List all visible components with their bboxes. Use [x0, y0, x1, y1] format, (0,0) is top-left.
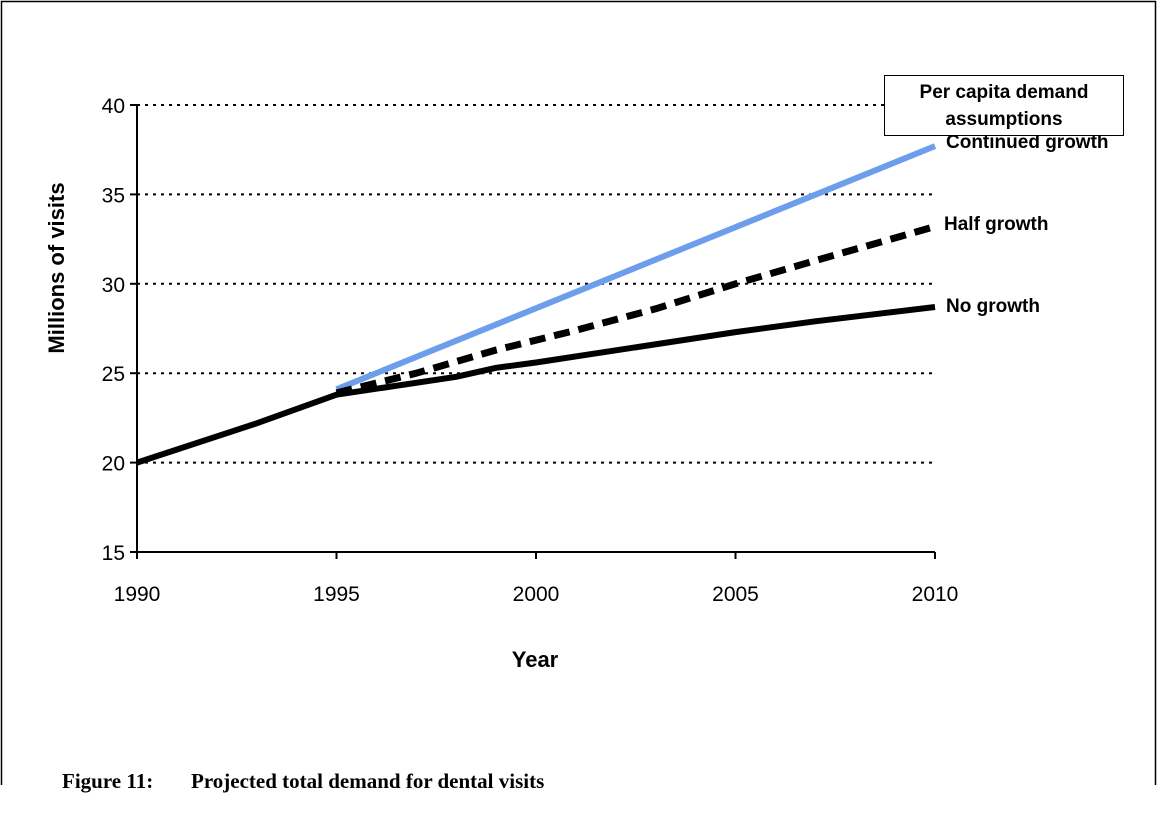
- series-label-no-growth: No growth: [946, 296, 1040, 317]
- figure-number: Figure 11:: [62, 769, 154, 793]
- x-tick-label: 2000: [513, 583, 560, 606]
- series-line-continued-growth: [335, 143, 937, 393]
- chart-figure: 15 20 25 30 35 40 1990 1995 2000 2005 2010 Year Mi…: [0, 0, 1157, 793]
- caption-text: Projected total demand for dental visits: [191, 769, 545, 793]
- x-tick-label: 1995: [313, 583, 360, 606]
- axes: [130, 104, 936, 559]
- x-axis-title: Year: [512, 647, 559, 672]
- y-tick-label: 30: [102, 274, 125, 297]
- series-label-half-growth: Half growth: [944, 214, 1049, 235]
- x-tick-label: 1990: [114, 583, 161, 606]
- legend-title-box: Per capita demand assumptions: [884, 75, 1124, 136]
- y-tick-label: 25: [102, 363, 125, 386]
- series-line-no-growth: [136, 304, 936, 466]
- y-axis-title: Millions of visits: [44, 182, 69, 353]
- gridlines: [137, 104, 935, 464]
- y-tick-label: 40: [102, 95, 125, 118]
- figure-border: [0, 0, 1157, 785]
- y-tick-label: 15: [102, 542, 125, 565]
- legend-title: Per capita demand assumptions: [919, 81, 1089, 130]
- x-tick-label: 2010: [912, 583, 959, 606]
- series-label-continued-growth: Continued growth: [946, 132, 1109, 153]
- series-lines: [136, 143, 937, 466]
- tick-labels: 15 20 25 30 35 40 1990 1995 2000 2005 2010: [102, 95, 959, 606]
- y-tick-label: 35: [102, 184, 125, 207]
- series-line-half-growth: [335, 223, 936, 397]
- chart-canvas: 15 20 25 30 35 40 1990 1995 2000 2005 2010 Year Mi…: [0, 0, 1157, 785]
- figure-caption: Figure 11: Projected total demand for den…: [41, 744, 544, 819]
- x-tick-label: 2005: [712, 583, 759, 606]
- y-tick-label: 20: [102, 453, 125, 476]
